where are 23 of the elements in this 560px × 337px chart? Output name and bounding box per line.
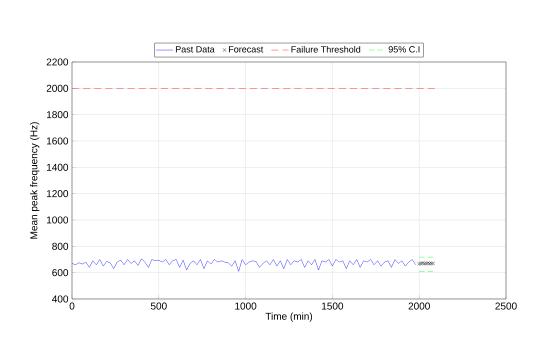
legend-label: Forecast (229, 46, 264, 52)
y-tick-label: 400 (52, 295, 68, 303)
y-tick-label: 1200 (47, 190, 68, 198)
y-tick-label: 600 (52, 269, 68, 276)
legend-label: 95% C.I (388, 46, 420, 53)
x-tick-label: 0 (70, 302, 74, 310)
y-tick-label: 1800 (47, 111, 68, 118)
x-tick-label: 2000 (408, 302, 430, 310)
y-tick-label: 1400 (47, 164, 68, 171)
x-tick-label: 500 (150, 302, 167, 310)
line-series (72, 258, 416, 272)
x-tick-label: 1000 (235, 302, 256, 310)
x-tick-label: 1500 (322, 302, 344, 310)
y-tick-label: 1000 (47, 216, 68, 224)
y-tick-label: 2200 (46, 58, 68, 66)
y-tick-label: 1600 (47, 137, 68, 145)
y-tick-label: 2000 (46, 84, 68, 92)
x-tick-label: 2500 (495, 302, 517, 310)
legend-label: Past Data (176, 46, 215, 52)
legend-label: Failure Threshold (291, 46, 360, 53)
x-axis-title: Time (min) (266, 312, 312, 322)
y-tick-label: 800 (52, 242, 68, 250)
y-axis-title: Mean peak frequency (Hz) (30, 122, 40, 239)
